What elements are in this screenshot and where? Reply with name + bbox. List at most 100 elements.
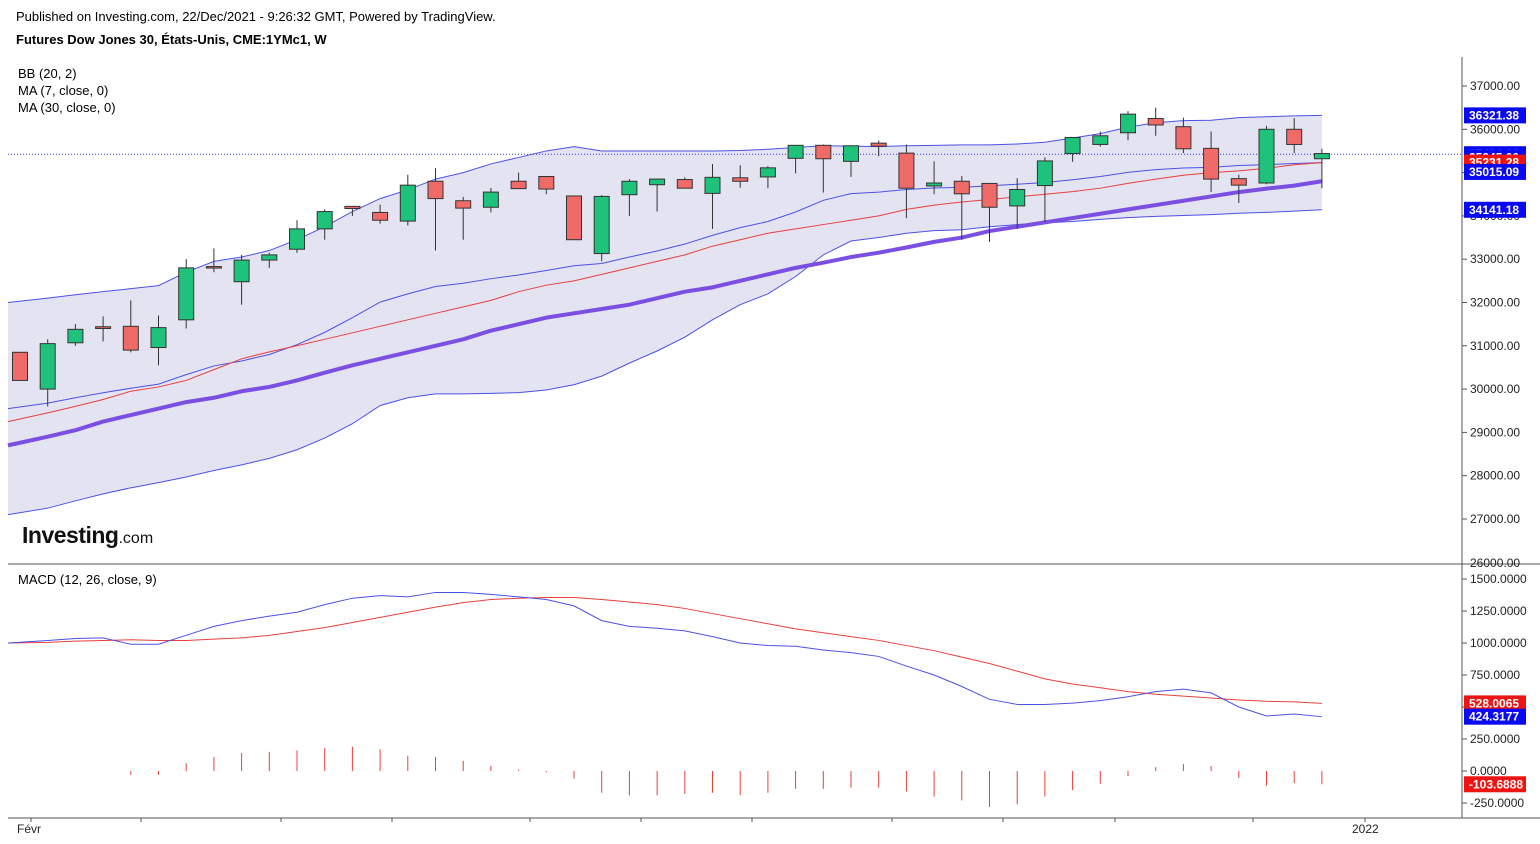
candle <box>787 144 804 174</box>
macd-tick-label: 1500.0000 <box>1470 572 1527 586</box>
price-tick-label: 37000.00 <box>1470 79 1520 93</box>
candle-body <box>1009 188 1026 207</box>
candle-body <box>870 142 887 147</box>
candle <box>1203 131 1220 193</box>
candle <box>898 144 915 219</box>
candle-body <box>399 184 416 222</box>
candle-body <box>95 326 112 329</box>
candle <box>39 339 56 407</box>
candle <box>178 259 195 329</box>
candle <box>233 254 250 305</box>
macd-tick-label: 750.0000 <box>1470 668 1520 682</box>
price-tag: 36321.38 <box>1464 107 1526 124</box>
price-axis: 27000.00 28000.00 29000.00 30000.00 31000.00… <box>1462 79 1520 570</box>
candle-body <box>649 178 666 186</box>
macd-tag-label: 528.0065 <box>1469 696 1519 710</box>
candle-body <box>953 180 970 195</box>
candle <box>870 140 887 157</box>
candle <box>1036 157 1053 223</box>
candle-body <box>455 200 472 209</box>
candle <box>455 196 472 240</box>
candle-body <box>621 180 638 196</box>
candle <box>649 178 666 212</box>
candle <box>676 177 693 189</box>
macd-plot <box>7 591 1323 807</box>
candle-body <box>12 351 28 381</box>
price-tick-label: 31000.00 <box>1470 339 1520 353</box>
candle <box>704 163 721 229</box>
macd-tick-label: 1000.0000 <box>1470 636 1527 650</box>
candle-body <box>566 195 582 241</box>
candle <box>1175 117 1192 154</box>
candle-body <box>1064 137 1081 155</box>
price-tag-box <box>1464 163 1526 180</box>
candle <box>759 166 776 189</box>
legend-ma7[interactable]: MA (7, close, 0) <box>18 83 109 98</box>
ma7-line <box>7 162 1322 423</box>
price-tag-label: 34141.18 <box>1469 203 1519 217</box>
candle-body <box>39 343 56 390</box>
candle-body <box>1203 147 1220 180</box>
macd-tick-label: 1250.0000 <box>1470 604 1527 618</box>
candle <box>289 220 305 253</box>
candle-body <box>233 259 250 283</box>
legend-ma30[interactable]: MA (30, close, 0) <box>18 100 116 115</box>
candle <box>538 175 555 195</box>
candle <box>1092 131 1109 147</box>
candle <box>621 179 638 216</box>
price-tick-label-partial: 26000.00 <box>1470 556 1520 570</box>
candle <box>510 172 527 190</box>
macd-tick-label: 0.0000 <box>1470 764 1507 778</box>
candle <box>843 145 859 177</box>
price-tag-box <box>1464 107 1526 124</box>
published-info: Published on Investing.com, 22/Dec/2021 … <box>16 9 496 24</box>
candle <box>150 315 167 366</box>
macd-tag: 424.3177 <box>1464 708 1526 725</box>
candles <box>12 107 1330 407</box>
investing-logo: Investing.com <box>22 522 153 549</box>
candle <box>122 300 139 353</box>
signal-line <box>7 597 1322 704</box>
price-tick-label: 33000.00 <box>1470 252 1520 266</box>
price-tick-label: 29000.00 <box>1470 425 1520 439</box>
price-tick-label: 30000.00 <box>1470 382 1520 396</box>
price-tick-label: 32000.00 <box>1470 296 1520 310</box>
candle-body <box>1147 117 1164 126</box>
candle <box>593 195 610 262</box>
candle-body <box>205 266 222 269</box>
candle-body <box>67 328 84 344</box>
candle <box>1258 125 1275 185</box>
candle-body <box>1175 126 1192 150</box>
legend-macd[interactable]: MACD (12, 26, close, 9) <box>18 572 157 587</box>
logo-suffix: .com <box>118 530 154 547</box>
price-tag-label: 36321.38 <box>1469 108 1519 122</box>
macd-line <box>7 591 1322 718</box>
moving-averages <box>7 153 1462 448</box>
candle <box>399 174 416 226</box>
candle <box>926 161 943 195</box>
candle-body <box>1120 113 1136 134</box>
candle-body <box>289 228 305 250</box>
candle-body <box>316 211 333 230</box>
candle <box>12 351 28 381</box>
candle <box>732 165 749 188</box>
candle <box>1313 148 1330 189</box>
price-tick-label: 36000.00 <box>1470 122 1520 136</box>
legend-bb[interactable]: BB (20, 2) <box>18 66 77 81</box>
candle <box>1120 111 1136 141</box>
chart-title: Futures Dow Jones 30, États-Unis, CME:1Y… <box>16 32 327 47</box>
bb-upper-line <box>7 114 1322 303</box>
bb-fill <box>8 115 1322 515</box>
candle <box>1147 107 1164 136</box>
candle-body <box>372 211 389 221</box>
candle-body <box>1036 160 1053 187</box>
candle-body <box>593 195 610 255</box>
candle <box>482 187 499 213</box>
bb-lower-line <box>7 209 1322 516</box>
candle-body <box>676 179 693 189</box>
candle <box>372 204 389 224</box>
macd-tag: -103.6888 <box>1464 776 1526 793</box>
candle-body <box>261 254 278 261</box>
candle-body <box>926 182 943 187</box>
